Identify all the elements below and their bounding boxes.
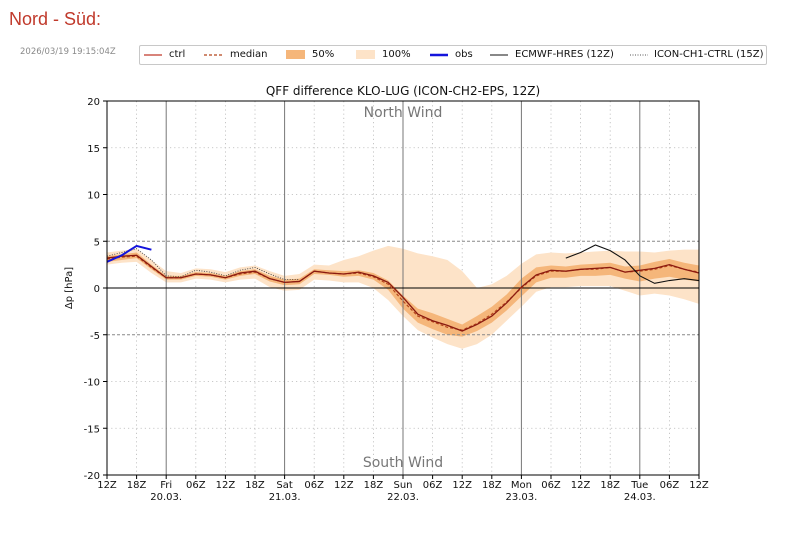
x-tick-label: 12Z <box>216 480 236 491</box>
legend-label-icon-ch1: ICON-CH1-CTRL (15Z) <box>654 49 764 60</box>
x-tick-label: 18Z <box>600 480 620 491</box>
legend-label-50: 50% <box>312 49 335 60</box>
x-tick-label: 06Z <box>304 480 324 491</box>
x-tick-label: 23.03. <box>505 492 537 503</box>
legend-label-median: median <box>230 49 268 60</box>
x-tick-label: 18Z <box>127 480 147 491</box>
x-tick-label: 06Z <box>541 480 561 491</box>
north-wind-annotation: North Wind <box>364 105 443 121</box>
x-tick-label: 12Z <box>452 480 472 491</box>
x-tick-label: Fri <box>160 480 172 491</box>
x-tick-label: 12Z <box>689 480 709 491</box>
x-tick-label: 21.03. <box>269 492 301 503</box>
legend-label-obs: obs <box>455 49 473 60</box>
y-tick-label: 10 <box>87 191 100 202</box>
x-tick-label: 12Z <box>571 480 591 491</box>
legend-label-ecmwf: ECMWF-HRES (12Z) <box>515 49 614 60</box>
y-tick-label: 5 <box>94 237 100 248</box>
band-50-percent <box>107 252 699 337</box>
x-tick-label: 06Z <box>186 480 206 491</box>
x-tick-label: 06Z <box>660 480 680 491</box>
legend-swatch-50 <box>286 50 305 59</box>
y-tick-label: 15 <box>87 144 100 155</box>
chart-legend: ctrl median 50% 100% obs ECMWF-HRES (12Z… <box>139 45 767 65</box>
x-tick-label: 12Z <box>334 480 354 491</box>
x-tick-label: Tue <box>630 480 648 491</box>
y-tick-label: -20 <box>84 471 100 482</box>
x-tick-label: 24.03. <box>624 492 656 503</box>
x-tick-label: 22.03. <box>387 492 419 503</box>
x-tick-label: 18Z <box>245 480 265 491</box>
y-tick-label: -5 <box>90 331 100 342</box>
x-tick-label: 12Z <box>97 480 117 491</box>
page-title: Nord - Süd: <box>9 9 102 29</box>
legend-swatch-100 <box>356 50 375 59</box>
y-axis-label: Δp [hPa] <box>64 267 75 309</box>
y-tick-label: 0 <box>94 284 100 295</box>
x-tick-label: 18Z <box>482 480 502 491</box>
legend-label-100: 100% <box>382 49 411 60</box>
chart-title: QFF difference KLO-LUG (ICON-CH2-EPS, 12… <box>266 84 540 98</box>
south-wind-annotation: South Wind <box>363 455 443 471</box>
x-tick-label: 20.03. <box>150 492 182 503</box>
series-obs <box>106 244 152 263</box>
series-ctrl <box>106 254 700 332</box>
x-tick-label: Sat <box>276 480 292 491</box>
x-tick-label: Sun <box>393 480 412 491</box>
y-tick-label: -15 <box>84 424 100 435</box>
timestamp: 2026/03/19 19:15:04Z <box>20 47 116 57</box>
y-tick-label: 20 <box>87 97 100 108</box>
x-tick-label: 18Z <box>364 480 384 491</box>
y-tick-label: -10 <box>84 378 100 389</box>
legend-label-ctrl: ctrl <box>169 49 186 60</box>
x-tick-label: 06Z <box>423 480 443 491</box>
x-tick-label: Mon <box>511 480 532 491</box>
series-ecmwf-hres <box>565 244 700 284</box>
